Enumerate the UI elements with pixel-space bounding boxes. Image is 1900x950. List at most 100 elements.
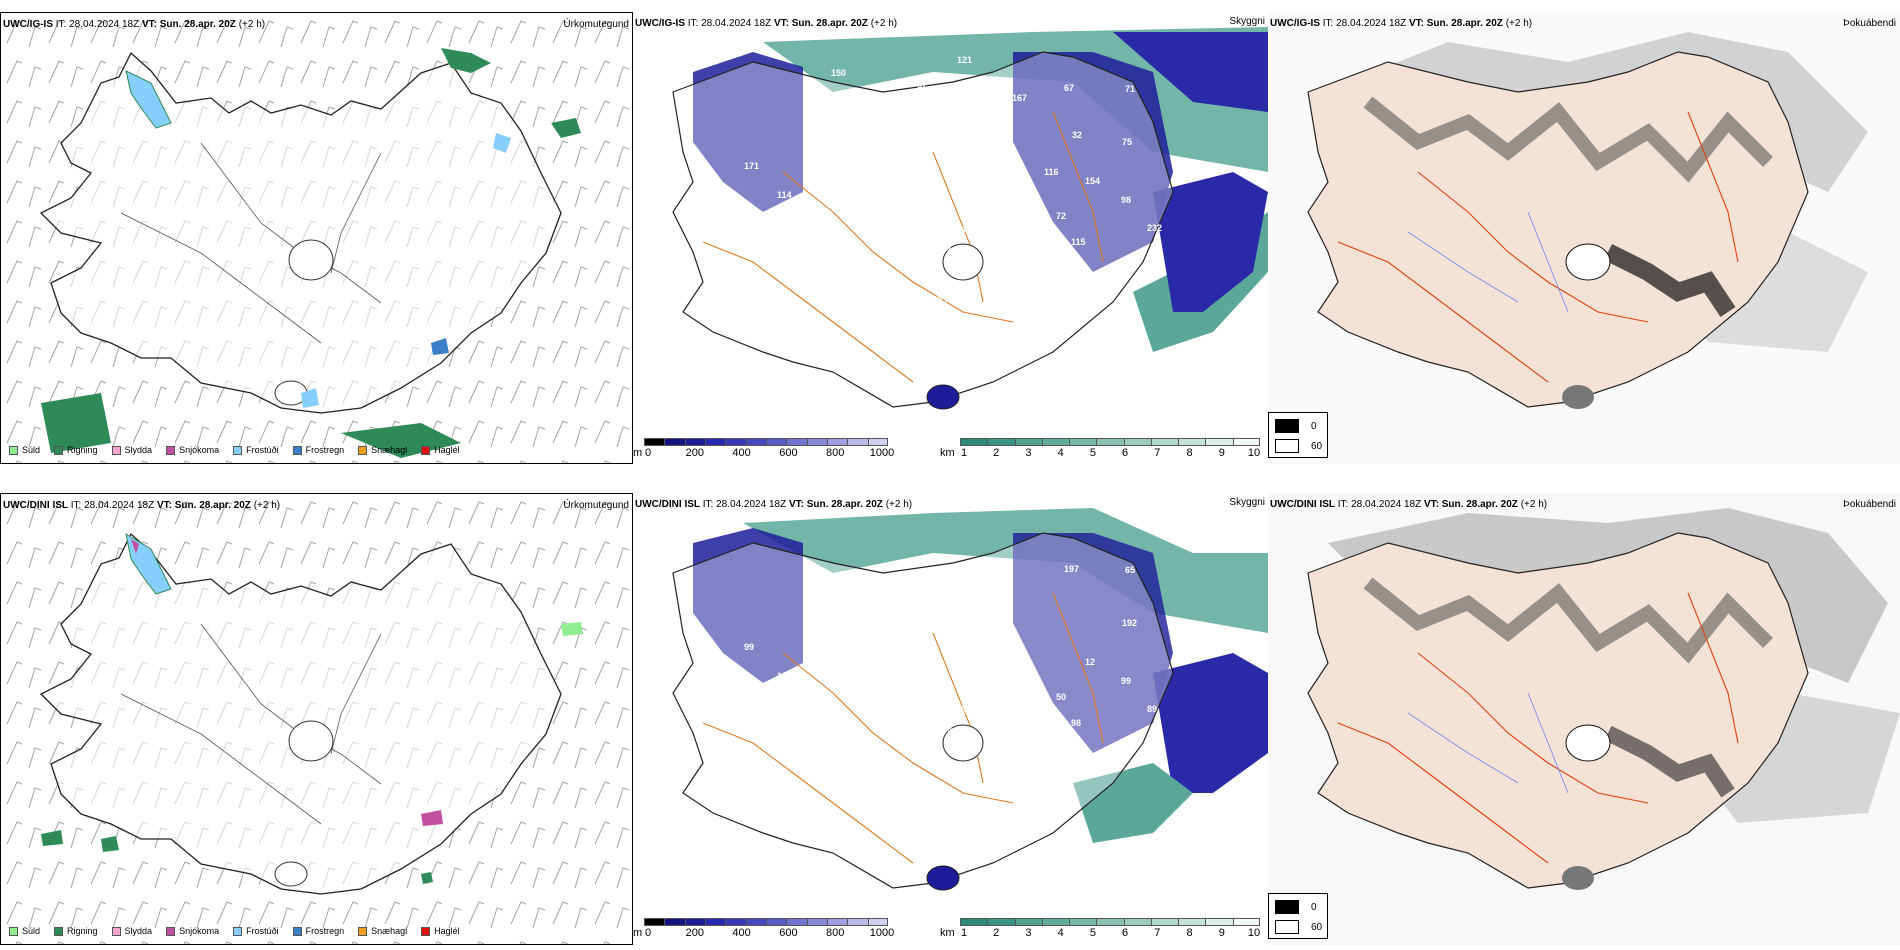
iceland-wind-barb-map <box>1 13 632 463</box>
ceiling-value-label: 52 <box>961 705 971 715</box>
ceiling-value-label: 83 <box>997 205 1007 215</box>
colorbar-cell <box>765 438 787 446</box>
ceiling-value-label: 51 <box>974 106 984 116</box>
lead-time: (+2 h) <box>1520 499 1548 510</box>
model-name: UWC/DINI ISL <box>1270 499 1335 510</box>
colorbar-cell <box>1123 438 1151 446</box>
ceiling-value-label: 41 <box>974 587 984 597</box>
legend-swatch <box>358 926 368 936</box>
ceiling-value-label: 94 <box>868 181 878 191</box>
ceiling-value-label: 74 <box>1001 734 1011 744</box>
legend-label: Súld <box>22 445 41 455</box>
colorbar-cell <box>806 438 827 446</box>
vt-label: VT: <box>141 19 157 30</box>
panel-title-precip: Úrkomutegund <box>563 19 629 30</box>
panel-title-fog: Þokuábendi <box>1843 499 1896 510</box>
ceiling-value-label: 75 <box>936 208 946 218</box>
legend-swatch <box>421 445 431 455</box>
colorbar-cell <box>1232 438 1260 446</box>
panel-title-fog: Þokuábendi <box>1843 18 1896 29</box>
colorbar-cell <box>1096 438 1124 446</box>
ceiling-unit: m <box>633 447 643 459</box>
ceiling-value-label: 121 <box>957 55 972 65</box>
ceiling-value-label: 75 <box>1122 137 1132 147</box>
legend-label: Slydda <box>124 926 153 936</box>
colorbar-tick-label: 200 <box>685 447 704 459</box>
ceiling-value-label: 60 <box>1171 155 1181 165</box>
fog-swatch-0 <box>1275 419 1299 433</box>
ceiling-value-label: 225 <box>901 157 916 167</box>
legend-label: Snæhagl <box>371 926 408 936</box>
ceiling-unit: m <box>633 927 643 939</box>
it-value: 28.04.2024 18Z <box>1336 18 1407 29</box>
ceiling-value-label: 62 <box>994 143 1004 153</box>
colorbar-tick-label: 400 <box>732 927 751 939</box>
it-label: IT: <box>70 500 82 511</box>
colorbar-cell <box>847 918 868 926</box>
ceiling-value-label: 87 <box>1152 257 1162 267</box>
visibility-colorbar <box>960 438 1260 446</box>
fog-index-map-row2: UWC/DINI ISL IT: 28.04.2024 18Z VT: Sun.… <box>1268 493 1900 945</box>
model-name: UWC/IG-IS <box>1270 18 1320 29</box>
precip-legend-item: Súld <box>9 445 40 455</box>
colorbar-cell <box>725 438 746 446</box>
ceiling-value-label: 154 <box>1085 176 1100 186</box>
colorbar-cell <box>644 438 665 446</box>
legend-label: Haglél <box>434 926 460 936</box>
legend-label: Rigning <box>67 445 98 455</box>
legend-label: Frostregn <box>305 445 345 455</box>
legend-swatch <box>166 926 176 936</box>
ceiling-value-label: 167 <box>1012 93 1027 103</box>
ceiling-colorbar <box>644 918 888 926</box>
colorbar-tick-label: 600 <box>779 927 798 939</box>
ceiling-value-label: 29 <box>819 690 829 700</box>
lead-time: (+2 h) <box>870 18 898 29</box>
colorbar-cell <box>1096 918 1124 926</box>
ceiling-value-label: 192 <box>1122 618 1137 628</box>
precip-legend-item: Slydda <box>111 926 153 936</box>
legend-swatch <box>421 926 431 936</box>
vt-label: VT: <box>156 500 172 511</box>
lead-time: (+2 h) <box>885 499 913 510</box>
ceiling-value-label: 67 <box>1064 83 1074 93</box>
colorbar-tick-label: 8 <box>1186 927 1193 939</box>
colorbar-tick-label: 2 <box>993 447 1000 459</box>
ceiling-value-label: 232 <box>1147 223 1162 233</box>
ceiling-value-label: 261 <box>937 243 952 253</box>
ceiling-value-label: 64 <box>1001 253 1011 263</box>
fog-legend-label: 60 <box>1311 921 1323 933</box>
colorbar-tick-label: 800 <box>826 927 845 939</box>
ceiling-value-label: 10 <box>1011 808 1021 818</box>
ceiling-value-label: 197 <box>1064 564 1079 574</box>
colorbar-cell <box>1014 438 1042 446</box>
precip-legend: Súld Rigning Slydda Snjókoma Frostúði Frostre… <box>9 445 460 455</box>
precip-legend-item: Snjókoma <box>166 926 219 936</box>
legend-label: Rigning <box>67 926 98 936</box>
legend-label: Snjókoma <box>179 926 220 936</box>
ceiling-value-label: 91 <box>1071 749 1081 759</box>
ceiling-value-label: 93 <box>937 295 947 305</box>
colorbar-cell <box>704 918 726 926</box>
colorbar-tick-label: 6 <box>1122 447 1129 459</box>
ceiling-value-label: 263 <box>894 105 909 115</box>
visibility-unit: km <box>940 447 955 459</box>
colorbar-cell <box>1232 918 1260 926</box>
colorbar-cell <box>1069 438 1097 446</box>
ceiling-value-label: 119 <box>777 671 792 681</box>
model-name: UWC/IG-IS <box>635 18 685 29</box>
visibility-colorbar <box>960 918 1260 926</box>
ceiling-value-label: 106 <box>937 724 952 734</box>
vt-value: Sun. 28.apr. 20Z <box>806 499 883 510</box>
ceiling-value-label: 78 <box>837 162 847 172</box>
fog-legend: 0 60 <box>1268 893 1328 939</box>
precip-legend-item: Rigning <box>54 926 98 936</box>
ceiling-value-label: 93 <box>889 614 899 624</box>
vt-value: Sun. 28.apr. 20Z <box>1426 18 1503 29</box>
colorbar-cell <box>826 438 848 446</box>
ceiling-value-label: 53 <box>1007 228 1017 238</box>
precip-legend-item: Snjókoma <box>166 445 219 455</box>
fog-swatch-60 <box>1275 920 1299 934</box>
colorbar-tick-label: 4 <box>1057 927 1064 939</box>
colorbar-tick-label: 400 <box>732 447 751 459</box>
it-value: 28.04.2024 18Z <box>701 18 772 29</box>
